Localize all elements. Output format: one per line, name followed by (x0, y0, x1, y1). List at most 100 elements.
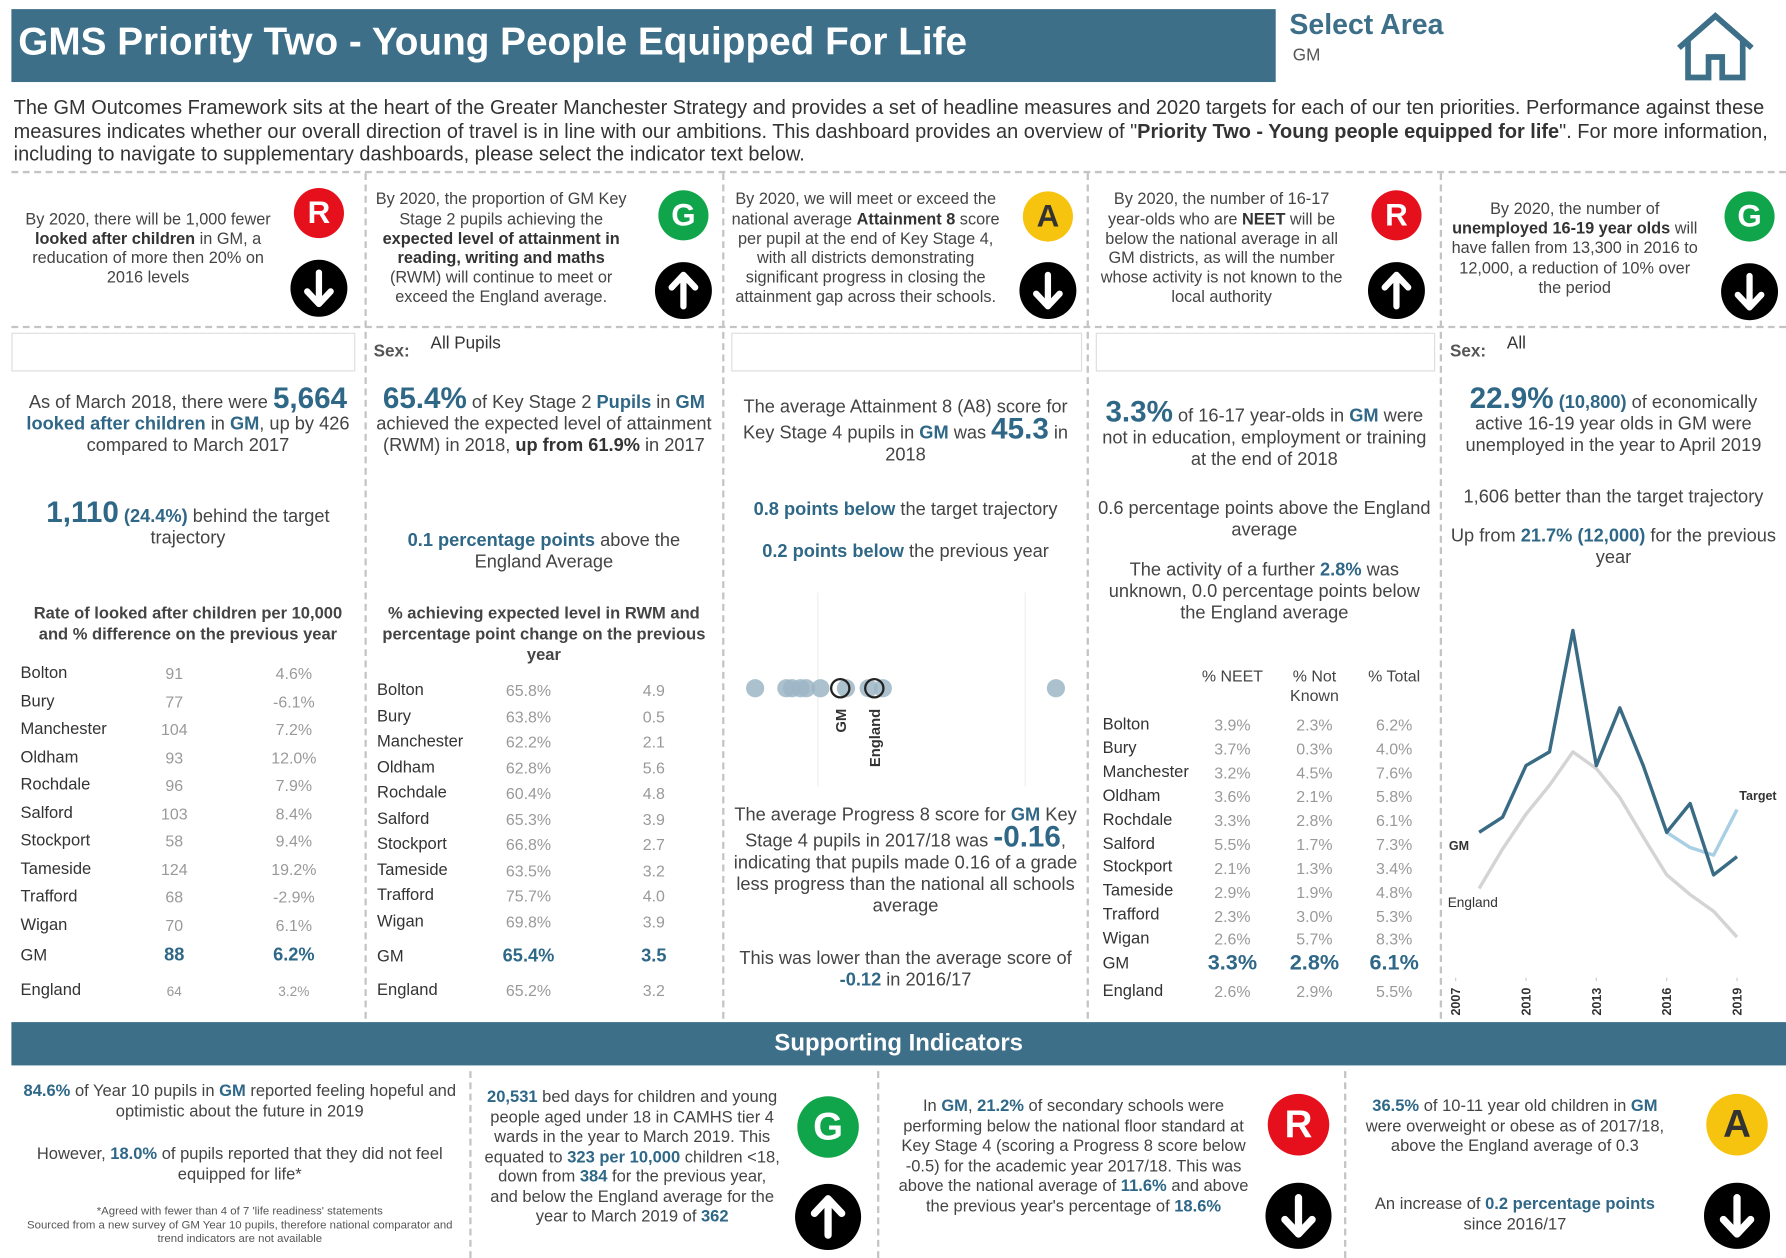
target-text[interactable]: By 2020, the number of 16-17 year-olds w… (1093, 191, 1349, 309)
select-value[interactable]: GM (1292, 45, 1321, 65)
target-text[interactable]: By 2020, we will meet or exceed the nati… (729, 191, 1002, 309)
rag-letter: R (1385, 197, 1408, 232)
target-text[interactable]: By 2020, the proportion of GM Key Stage … (370, 191, 632, 309)
filter-value[interactable]: All Pupils (430, 333, 501, 354)
row-value: 93 (165, 748, 184, 767)
rag-circle (1706, 1093, 1768, 1156)
text: were not in education, employment or tra… (1102, 406, 1427, 470)
arrow-circle (1367, 262, 1425, 320)
stat-text[interactable]: 1,110 (24.4%) behind the target trajecto… (21, 497, 356, 549)
row-value: 8.3% (1375, 930, 1413, 949)
supporting-bar (11, 1022, 1786, 1066)
text: ". For more information, including to na… (13, 119, 1768, 166)
row-value: -2.9% (273, 888, 315, 907)
stat-text[interactable]: 1,606 better than the target trajectory (1450, 487, 1777, 509)
row-value: 6.2% (1375, 715, 1413, 735)
filter-box[interactable] (731, 332, 1083, 372)
target-text[interactable]: By 2020, there will be 1,000 fewer looke… (17, 210, 279, 288)
row-value: 2.1% (1214, 858, 1251, 878)
stat-text[interactable]: 0.8 points below the target trajectory (732, 499, 1078, 521)
row-value: 3.3% (1214, 811, 1251, 830)
row-value: 70 (165, 915, 184, 935)
x-tick-label: 2013 (1590, 988, 1604, 1016)
row-value: -6.1% (273, 692, 315, 711)
stat-text[interactable]: The activity of a further 2.8% was unkno… (1097, 559, 1432, 624)
highlight: 21.7% (12,000) (1520, 526, 1646, 546)
stat-text[interactable]: 0.6 percentage points above the England … (1097, 498, 1432, 541)
row-value: 1.9% (1296, 882, 1333, 901)
highlight: 11.6% (1120, 1177, 1167, 1196)
row-name: Bolton (1102, 715, 1150, 734)
text: in GM, a reducation of more then 20% on … (32, 229, 264, 288)
stat-text[interactable]: This was lower than the average score of… (732, 948, 1078, 991)
filter-box[interactable] (1095, 332, 1436, 372)
supporting-text[interactable]: An increase of 0.2 percentage points sin… (1355, 1195, 1674, 1235)
row-value: 104 (160, 720, 188, 739)
row-name: England (20, 981, 82, 1000)
highlight: 0.1 percentage points (407, 531, 596, 551)
row-value: 5.6 (642, 758, 665, 777)
row-value: 2.1 (642, 733, 665, 752)
highlight: GM (675, 393, 705, 413)
text: of Key Stage 2 (466, 393, 597, 413)
row-value: 3.9% (1214, 715, 1251, 735)
row-value: 0.3% (1296, 739, 1333, 759)
separator (11, 170, 1786, 174)
supporting-text[interactable]: 36.5% of 10-11 year old children in GM w… (1355, 1097, 1674, 1157)
supporting-text[interactable]: 84.6% of Year 10 pupils in GM reported f… (21, 1083, 460, 1123)
text: As of March 2018, there were (28, 393, 273, 413)
text: The average Progress 8 score for (734, 805, 1011, 825)
highlight: 384 (579, 1167, 608, 1187)
row-name: Salford (1102, 834, 1155, 853)
home-icon[interactable] (1672, 9, 1759, 84)
supporting-text[interactable]: However, 18.0% of pupils reported that t… (21, 1145, 460, 1185)
row-value: 2.8% (1289, 951, 1340, 976)
highlight: GM (1349, 406, 1379, 427)
text: bed days for children and young people a… (484, 1088, 778, 1167)
text: By 2020, the number of (1490, 200, 1660, 219)
arrow-circle (654, 262, 712, 320)
dot (777, 679, 796, 698)
dot (873, 679, 892, 698)
trend-arrow (290, 259, 348, 317)
stat-text[interactable]: 0.2 points below the previous year (732, 541, 1078, 563)
page-title: GMS Priority Two - Young People Equipped… (18, 20, 968, 64)
row-name: England (377, 981, 438, 1000)
stat-text[interactable]: 3.3% of 16-17 year-olds in GM were not i… (1097, 397, 1432, 471)
dot (797, 679, 816, 698)
row-name: Tameside (20, 859, 92, 878)
stat-text[interactable]: Up from 21.7% (12,000) for the previous … (1450, 525, 1777, 568)
row-value: 19.2% (271, 860, 317, 879)
row-name: Trafford (377, 886, 434, 905)
stat-text[interactable]: 65.4% of Key Stage 2 Pupils in GM achiev… (374, 383, 715, 457)
row-value: 6.2% (273, 945, 315, 966)
text: (RWM) will continue to meet or exceed th… (390, 269, 613, 307)
filter-value[interactable]: All (1506, 333, 1526, 354)
stat-text[interactable]: The average Attainment 8 (A8) score for … (732, 397, 1078, 467)
text: , indicating that pupils made 0.16 of a … (733, 831, 1078, 917)
supporting-text[interactable]: 20,531 bed days for children and young p… (484, 1088, 780, 1228)
row-value: 3.2 (642, 861, 665, 880)
row-value: 1.7% (1296, 835, 1333, 854)
header-bar (11, 9, 1276, 83)
text: By 2020, we will meet or exceed the nati… (731, 190, 997, 229)
stat-text[interactable]: 0.1 percentage points above the England … (374, 530, 715, 573)
row-value: 2.1% (1296, 787, 1333, 806)
row-value: 4.6% (275, 664, 313, 683)
target-text[interactable]: By 2020, the number of unemployed 16-19 … (1447, 201, 1703, 299)
stat-text[interactable]: The average Progress 8 score for GM Key … (732, 804, 1078, 917)
dot (1046, 679, 1066, 698)
highlight: GM (229, 414, 260, 435)
filter-box[interactable] (11, 332, 356, 372)
stat-text[interactable]: As of March 2018, there were 5,664 looke… (21, 383, 356, 457)
row-name: Stockport (1102, 858, 1173, 877)
stat-text[interactable]: 22.9% (10,800) of economically active 16… (1450, 383, 1777, 457)
trend-arrow (1019, 262, 1077, 320)
row-name: Tameside (1102, 882, 1174, 901)
row-value: 4.0% (1375, 739, 1413, 759)
text: for the previous year (1595, 526, 1777, 568)
row-value: 3.9 (642, 809, 665, 829)
row-name: Trafford (20, 887, 78, 906)
supporting-text[interactable]: In GM, 21.2% of secondary schools were p… (894, 1097, 1253, 1217)
highlight-dot (830, 677, 851, 699)
